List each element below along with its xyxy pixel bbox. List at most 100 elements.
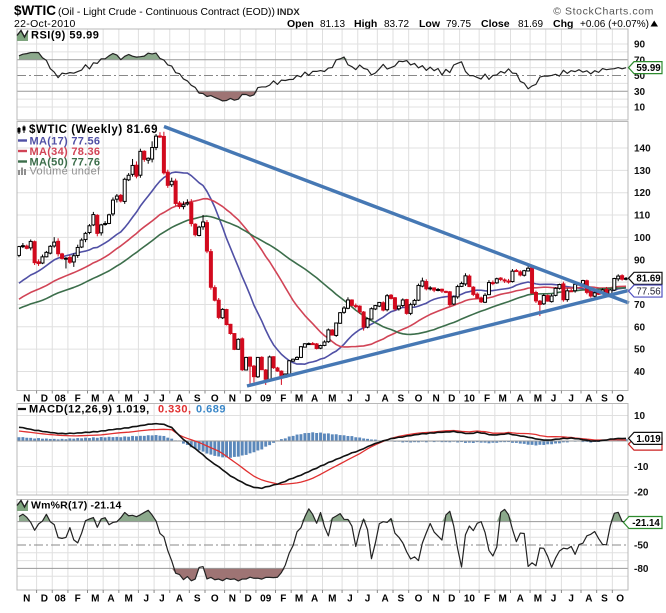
svg-text:A: A [176,394,183,405]
svg-text:M: M [91,594,99,605]
svg-text:0.689: 0.689 [196,404,226,416]
svg-text:-50: -50 [634,541,649,552]
svg-text:09: 09 [260,394,272,405]
svg-text:J: J [365,394,371,405]
svg-text:N: N [229,594,236,605]
svg-text:81.69: 81.69 [518,19,543,30]
svg-text:120: 120 [634,188,651,199]
svg-text:60: 60 [634,322,646,333]
svg-text:D: D [244,594,251,605]
svg-text:09: 09 [260,594,272,605]
svg-text:MACD(12,26,9) 1.019,: MACD(12,26,9) 1.019, [29,404,150,416]
svg-text:Low: Low [419,18,441,30]
svg-text:Wm%R(17) -21.14: Wm%R(17) -21.14 [31,500,122,512]
svg-text:M: M [328,394,336,405]
svg-text:1.019: 1.019 [636,434,661,445]
svg-text:77.56: 77.56 [636,286,660,297]
svg-text:O: O [616,394,624,405]
svg-text:Volume undef: Volume undef [30,166,102,178]
svg-text:40: 40 [634,367,646,378]
svg-text:S: S [601,394,608,405]
svg-text:O: O [616,594,624,605]
svg-text:50: 50 [634,71,646,82]
svg-text:M: M [91,394,99,405]
svg-text:90: 90 [634,40,646,51]
svg-text:10: 10 [634,103,646,114]
svg-text:10: 10 [464,394,476,405]
svg-text:$WTIC: $WTIC [14,3,56,18]
svg-text:100: 100 [634,233,651,244]
svg-text:S: S [397,394,404,405]
svg-text:140: 140 [634,144,651,155]
svg-text:79.75: 79.75 [446,19,471,30]
svg-text:O: O [415,594,423,605]
svg-text:-21.14: -21.14 [632,518,660,529]
svg-text:J: J [551,394,557,405]
svg-text:A: A [311,394,318,405]
svg-text:O: O [211,394,219,405]
svg-text:N: N [23,394,30,405]
svg-text:J: J [347,594,353,605]
svg-text:M: M [534,394,542,405]
svg-text:J: J [551,594,557,605]
svg-text:D: D [41,594,48,605]
svg-text:MA(50) 77.76: MA(50) 77.76 [30,157,101,169]
svg-text:F: F [484,394,490,405]
svg-text:A: A [107,594,114,605]
svg-text:A: A [311,594,318,605]
svg-text:S: S [194,394,201,405]
svg-text:© StockCharts.com: © StockCharts.com [553,6,654,18]
svg-text:D: D [244,394,251,405]
svg-text:A: A [176,594,183,605]
svg-text:0.330,: 0.330, [158,404,192,416]
svg-text:A: A [585,594,592,605]
svg-text:30: 30 [634,87,646,98]
svg-text:A: A [517,394,524,405]
svg-text:F: F [280,394,286,405]
svg-text:59.99: 59.99 [636,63,661,74]
svg-text:S: S [397,594,404,605]
svg-text:O: O [415,394,423,405]
svg-text:F: F [484,594,490,605]
svg-text:10: 10 [634,411,646,422]
svg-text:N: N [229,394,236,405]
svg-text:M: M [498,394,506,405]
svg-text:MA(34) 78.36: MA(34) 78.36 [30,146,101,158]
svg-text:-20: -20 [634,488,649,499]
svg-text:A: A [585,394,592,405]
svg-text:INDX: INDX [277,7,300,18]
svg-text:70: 70 [634,300,646,311]
svg-text:81.69: 81.69 [636,274,661,285]
svg-text:M: M [295,594,303,605]
svg-text:J: J [365,594,371,605]
svg-text:(Oil - Light Crude - Continuou: (Oil - Light Crude - Continuous Contract… [58,7,275,18]
svg-text:Open: Open [287,18,314,30]
svg-text:M: M [498,594,506,605]
svg-text:D: D [448,594,455,605]
svg-text:81.13: 81.13 [320,19,345,30]
svg-text:O: O [211,594,219,605]
svg-text:$WTIC (Weekly) 81.69: $WTIC (Weekly) 81.69 [29,124,158,136]
svg-text:J: J [568,394,574,405]
svg-text:Chg: Chg [553,18,573,30]
svg-text:J: J [347,394,353,405]
svg-text:110: 110 [634,211,651,222]
svg-text:A: A [382,394,389,405]
svg-text:A: A [107,394,114,405]
svg-text:N: N [432,594,439,605]
svg-text:70: 70 [634,55,646,66]
svg-text:J: J [159,594,165,605]
svg-text:J: J [143,594,149,605]
svg-text:M: M [124,594,132,605]
svg-text:22-Oct-2010: 22-Oct-2010 [14,18,76,30]
svg-text:F: F [75,594,81,605]
svg-text:High: High [354,18,377,30]
svg-text:N: N [23,594,30,605]
svg-text:J: J [143,394,149,405]
svg-text:J: J [159,394,165,405]
svg-text:D: D [41,394,48,405]
svg-text:N: N [432,394,439,405]
svg-text:A: A [382,594,389,605]
svg-text:M: M [124,394,132,405]
svg-text:F: F [280,594,286,605]
